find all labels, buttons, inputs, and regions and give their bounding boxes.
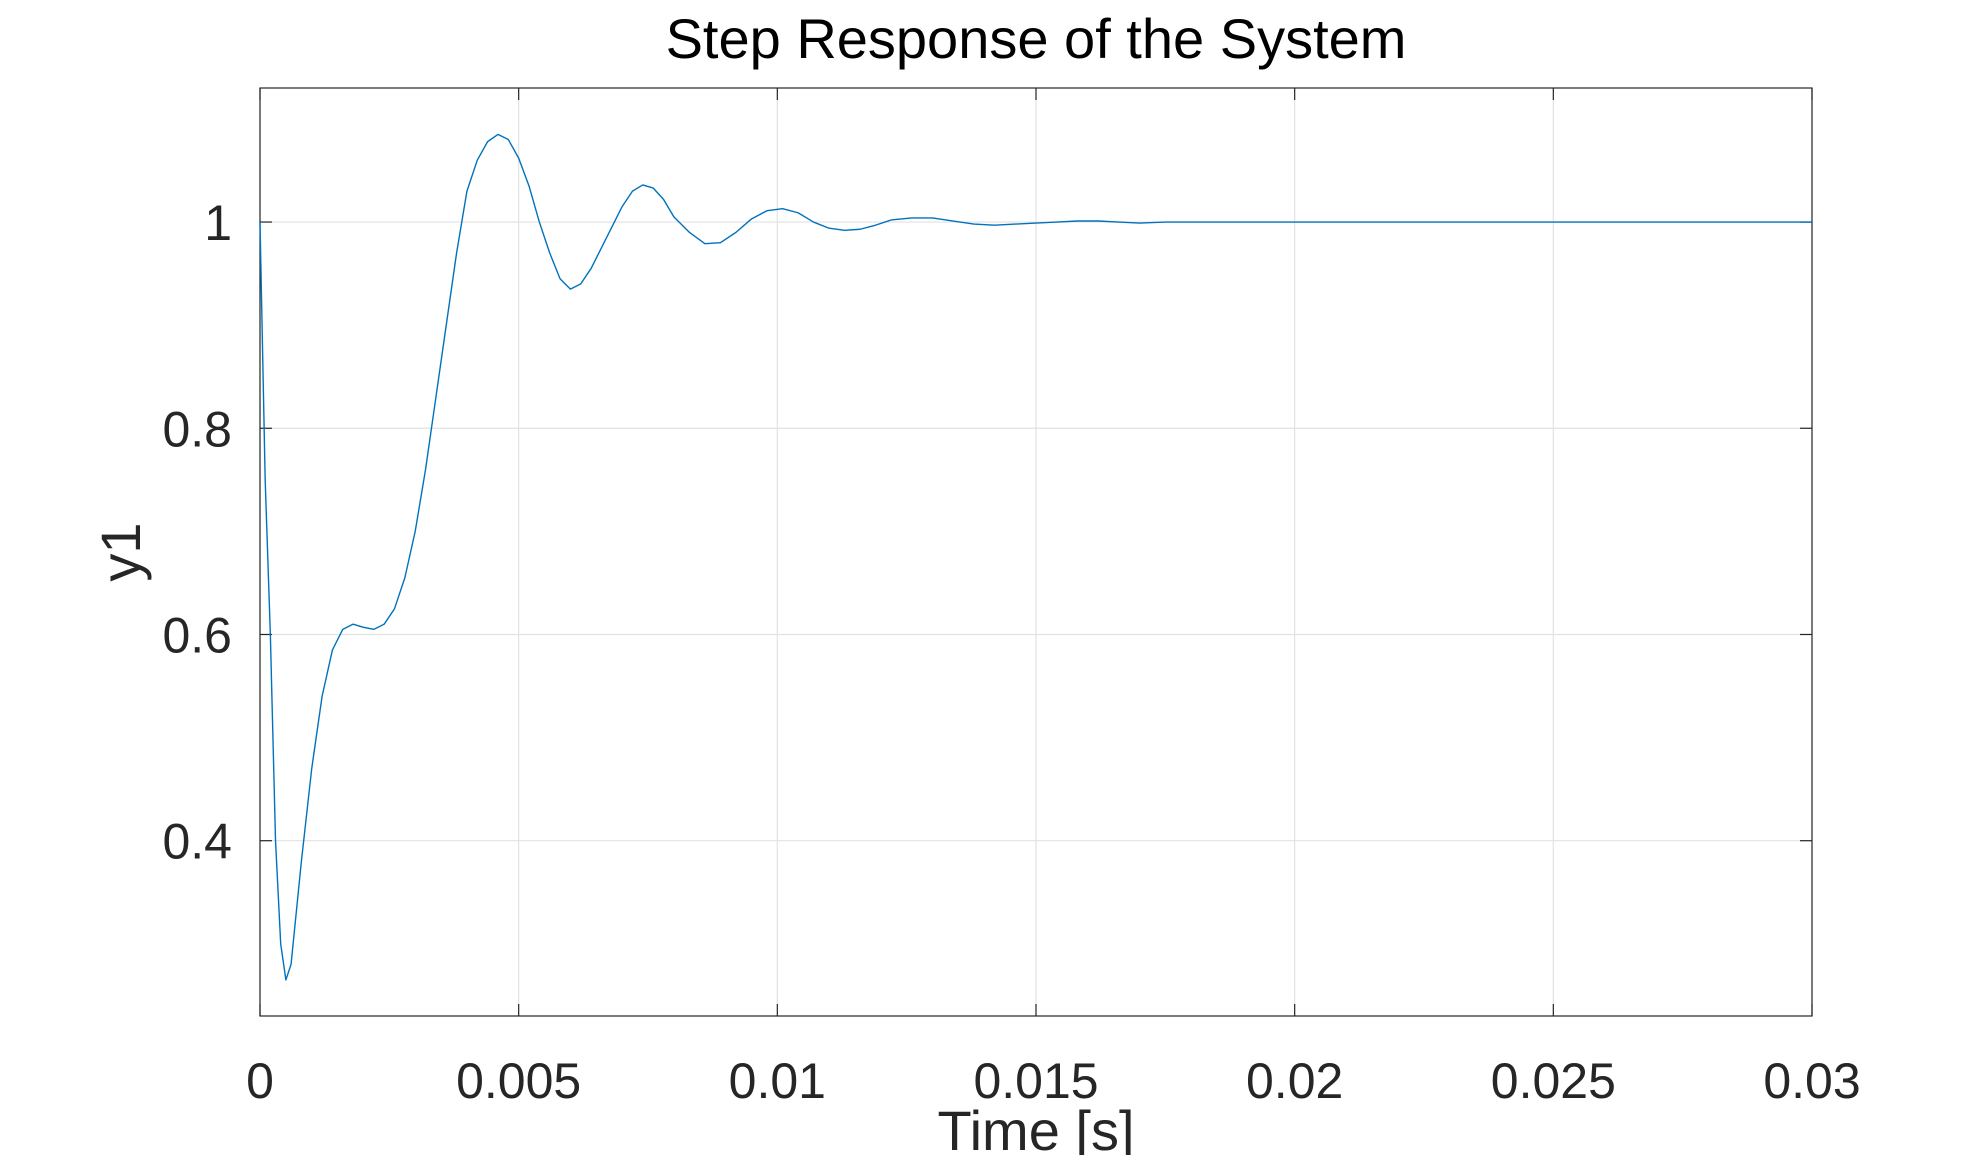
series-line-y1: [259, 133, 1812, 981]
chart-title: Step Response of the System: [666, 7, 1407, 70]
series-layer: [259, 133, 1812, 981]
y-tick-label: 0.8: [162, 401, 232, 457]
x-axis-label: Time [s]: [937, 1099, 1134, 1155]
y-tick-label: 1: [204, 195, 232, 251]
x-tick-label: 0.015: [973, 1053, 1098, 1109]
x-tick-label: 0.025: [1491, 1053, 1616, 1109]
grid: [259, 88, 1813, 1016]
y-tick-label: 0.4: [162, 814, 232, 870]
x-tick-label: 0: [246, 1053, 274, 1109]
y-tick-label: 0.6: [162, 607, 232, 663]
x-tick-label: 0.02: [1246, 1053, 1343, 1109]
axis-ticks: 0 0.005 0.01 0.015 0.02 0.025 0.03 0.4 0.6 0.8 1: [162, 88, 1861, 1109]
x-tick-label: 0.005: [456, 1053, 581, 1109]
x-tick-label: 0.03: [1763, 1053, 1860, 1109]
y-axis-label: y1: [89, 522, 152, 581]
x-tick-label: 0.01: [729, 1053, 826, 1109]
